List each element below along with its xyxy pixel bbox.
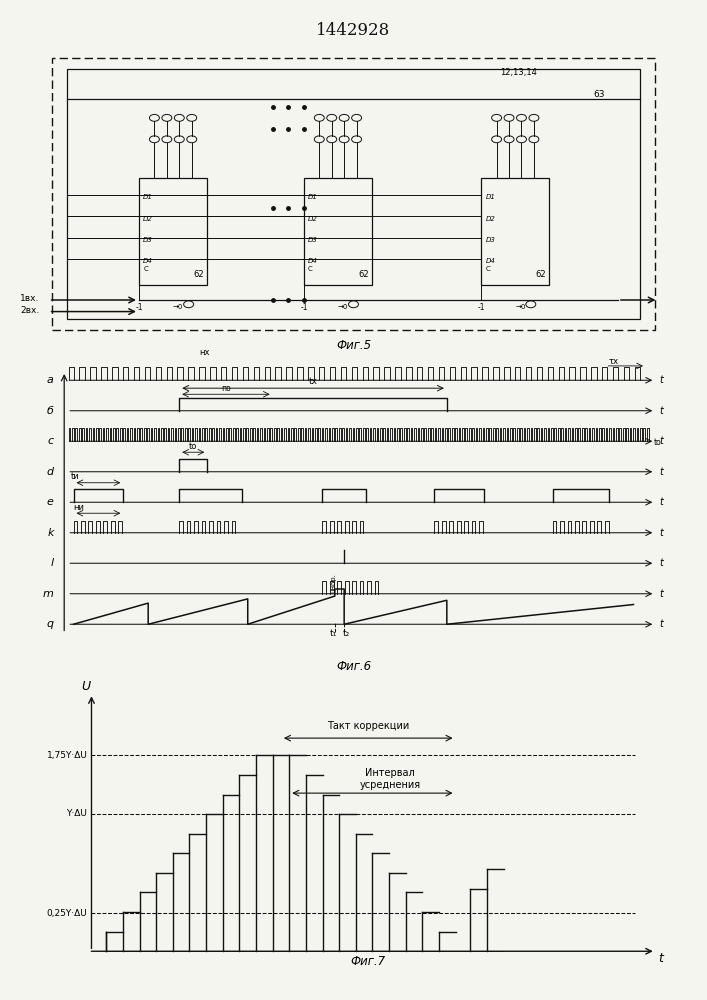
- Text: 62: 62: [194, 270, 204, 279]
- Text: D2: D2: [144, 216, 153, 222]
- Text: t₂: t₂: [342, 629, 349, 638]
- Text: t: t: [660, 589, 663, 599]
- Text: C: C: [308, 266, 312, 272]
- Bar: [304, 178, 372, 285]
- Text: D2: D2: [486, 216, 496, 222]
- Text: ни: ни: [74, 503, 84, 512]
- Text: l: l: [50, 558, 54, 568]
- Text: tх: tх: [308, 377, 317, 386]
- Text: t: t: [660, 375, 663, 385]
- Text: D2: D2: [308, 216, 318, 222]
- Text: 0,25Y·ΔU: 0,25Y·ΔU: [47, 909, 88, 918]
- Text: C: C: [144, 266, 148, 272]
- Bar: [481, 178, 549, 285]
- Text: -1: -1: [300, 303, 308, 312]
- Text: c: c: [47, 436, 54, 446]
- Text: m: m: [42, 589, 54, 599]
- Text: 62: 62: [358, 270, 369, 279]
- Text: 1вх.: 1вх.: [20, 294, 40, 303]
- Text: -1: -1: [136, 303, 144, 312]
- Text: e: e: [47, 497, 54, 507]
- Text: →0: →0: [515, 304, 525, 310]
- Text: нх: нх: [199, 348, 209, 357]
- Text: D4: D4: [486, 258, 496, 264]
- Text: t: t: [660, 406, 663, 416]
- Text: a: a: [47, 375, 54, 385]
- Text: по: по: [221, 384, 230, 393]
- Bar: [67, 69, 640, 319]
- Text: t: t: [660, 497, 663, 507]
- Text: Фиг.6: Фиг.6: [336, 660, 371, 673]
- Text: →0: →0: [173, 304, 183, 310]
- Text: t: t: [660, 436, 663, 446]
- Text: D4: D4: [308, 258, 318, 264]
- Text: 62: 62: [536, 270, 547, 279]
- Text: Y·ΔU: Y·ΔU: [66, 809, 88, 818]
- Text: Фиг.7: Фиг.7: [350, 955, 385, 968]
- Text: D3: D3: [144, 237, 153, 243]
- Text: τх: τх: [609, 357, 619, 366]
- Text: tи: tи: [71, 472, 79, 481]
- Text: →0: →0: [338, 304, 349, 310]
- Bar: [139, 178, 207, 285]
- Text: tо: tо: [189, 442, 197, 451]
- Text: t₁: t₁: [330, 629, 337, 638]
- Text: 12,13,14: 12,13,14: [500, 68, 537, 77]
- Text: б: б: [47, 406, 54, 416]
- Text: D1: D1: [486, 194, 496, 200]
- Text: t: t: [660, 467, 663, 477]
- Text: Фиг.5: Фиг.5: [336, 339, 371, 352]
- Text: t: t: [660, 558, 663, 568]
- Text: uнор.: uнор.: [330, 573, 337, 593]
- Text: U: U: [81, 680, 90, 693]
- Text: 1,75Y·ΔU: 1,75Y·ΔU: [47, 751, 88, 760]
- Text: d: d: [47, 467, 54, 477]
- Text: tо: tо: [653, 438, 661, 447]
- Text: t: t: [659, 952, 663, 965]
- Text: t: t: [660, 528, 663, 538]
- Text: t: t: [660, 619, 663, 629]
- Text: 63: 63: [593, 90, 604, 99]
- Text: q: q: [47, 619, 54, 629]
- Text: Такт коррекции: Такт коррекции: [327, 721, 409, 731]
- Text: D1: D1: [144, 194, 153, 200]
- Text: 1442928: 1442928: [316, 22, 391, 39]
- Text: D1: D1: [308, 194, 318, 200]
- Text: D3: D3: [486, 237, 496, 243]
- Text: D3: D3: [308, 237, 318, 243]
- Text: Интервал
усреднения: Интервал усреднения: [360, 768, 421, 790]
- Text: C: C: [486, 266, 490, 272]
- Text: k: k: [47, 528, 54, 538]
- Text: -1: -1: [478, 303, 486, 312]
- Text: 2вх.: 2вх.: [20, 306, 40, 315]
- Text: D4: D4: [144, 258, 153, 264]
